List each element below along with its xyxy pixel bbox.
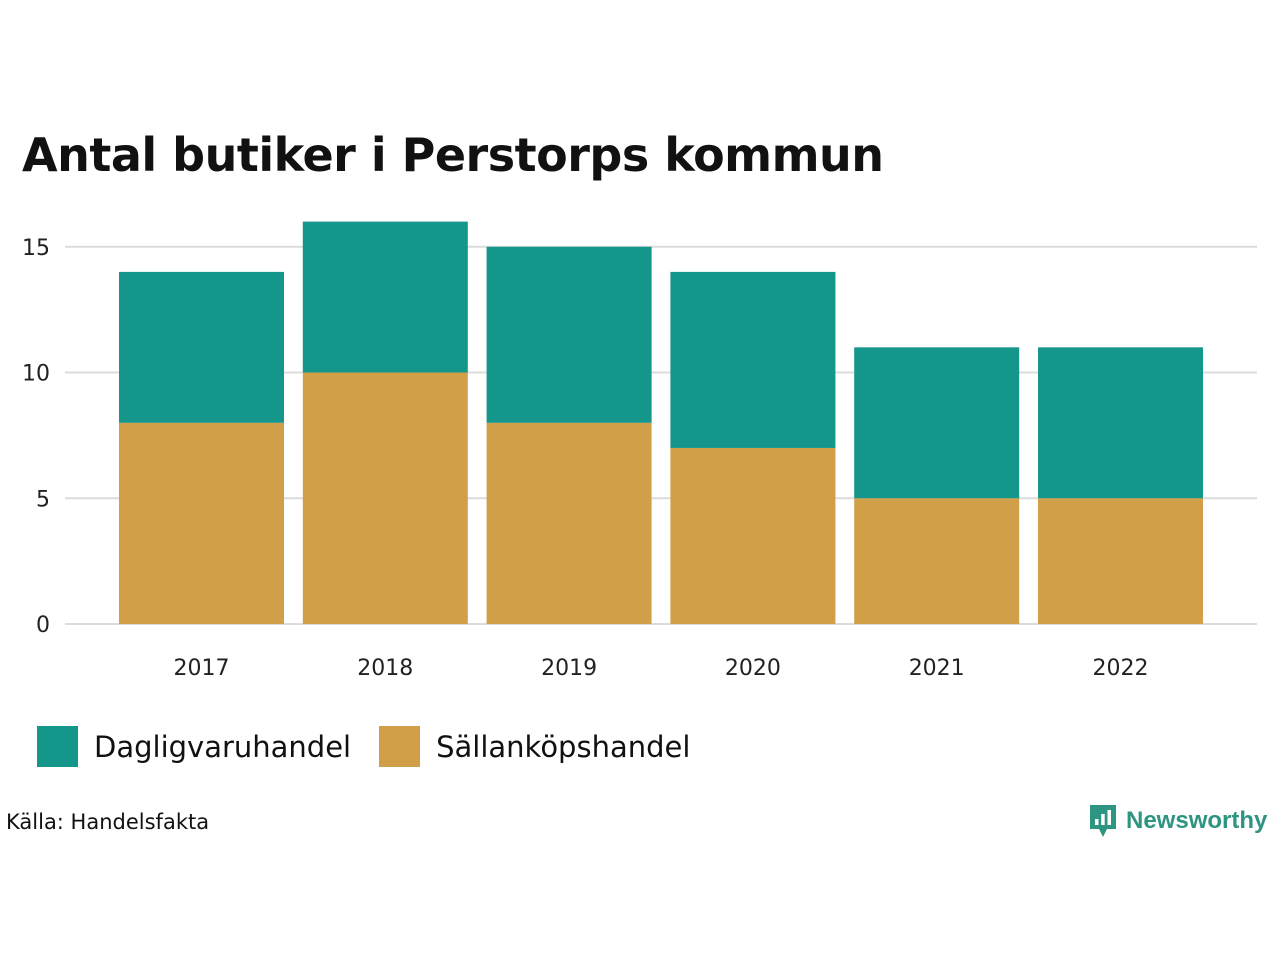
y-tick-label: 15: [22, 236, 50, 261]
legend-item-sallankopshandel: Sällanköpshandel: [379, 726, 690, 767]
bar-2018-sällanköpshandel: [302, 372, 468, 624]
bars: [119, 221, 1203, 624]
brand-name: Newsworthy: [1126, 807, 1268, 834]
y-axis-ticks: 0 5 10 15: [22, 236, 50, 638]
legend-label-sallankopshandel: Sällanköpshandel: [436, 729, 691, 764]
bar-chart-pin-icon: [1090, 805, 1116, 837]
chart-title: Antal butiker i Perstorps kommun: [22, 128, 884, 182]
x-tick-label: 2022: [1093, 656, 1149, 681]
x-axis-ticks: 2017 2018 2019 2020 2021 2022: [174, 656, 1149, 681]
bar-2021-dagligvaruhandel: [854, 347, 1020, 499]
legend: Dagligvaruhandel Sällanköpshandel: [37, 726, 718, 767]
bar-2022-sällanköpshandel: [1038, 498, 1203, 624]
bar-2020-dagligvaruhandel: [670, 271, 836, 448]
legend-item-dagligvaruhandel: Dagligvaruhandel: [37, 726, 351, 767]
bar-2019-sällanköpshandel: [486, 422, 652, 624]
bar-2017-sällanköpshandel: [119, 422, 284, 624]
bar-2021-sällanköpshandel: [854, 498, 1020, 624]
y-tick-label: 10: [22, 362, 50, 387]
brand-logo: Newsworthy: [1088, 803, 1267, 839]
x-tick-label: 2017: [174, 656, 230, 681]
stacked-bar-chart: 0 5 10 15 2017 2018 2019 2020 2021 2022: [22, 221, 1257, 681]
bar-2017-dagligvaruhandel: [119, 271, 284, 423]
x-tick-label: 2018: [357, 656, 413, 681]
y-tick-label: 0: [36, 613, 50, 638]
legend-label-dagligvaruhandel: Dagligvaruhandel: [94, 729, 352, 764]
source-note: Källa: Handelsfakta: [6, 810, 210, 834]
x-tick-label: 2021: [909, 656, 965, 681]
bar-2019-dagligvaruhandel: [486, 246, 652, 423]
bar-2018-dagligvaruhandel: [302, 221, 468, 373]
legend-swatch-dagligvaruhandel: [37, 726, 78, 767]
bar-2022-dagligvaruhandel: [1038, 347, 1203, 499]
legend-swatch-sallankopshandel: [379, 726, 421, 767]
y-tick-label: 5: [36, 487, 50, 512]
x-tick-label: 2019: [541, 656, 597, 681]
bar-2020-sällanköpshandel: [670, 447, 836, 624]
x-tick-label: 2020: [725, 656, 781, 681]
